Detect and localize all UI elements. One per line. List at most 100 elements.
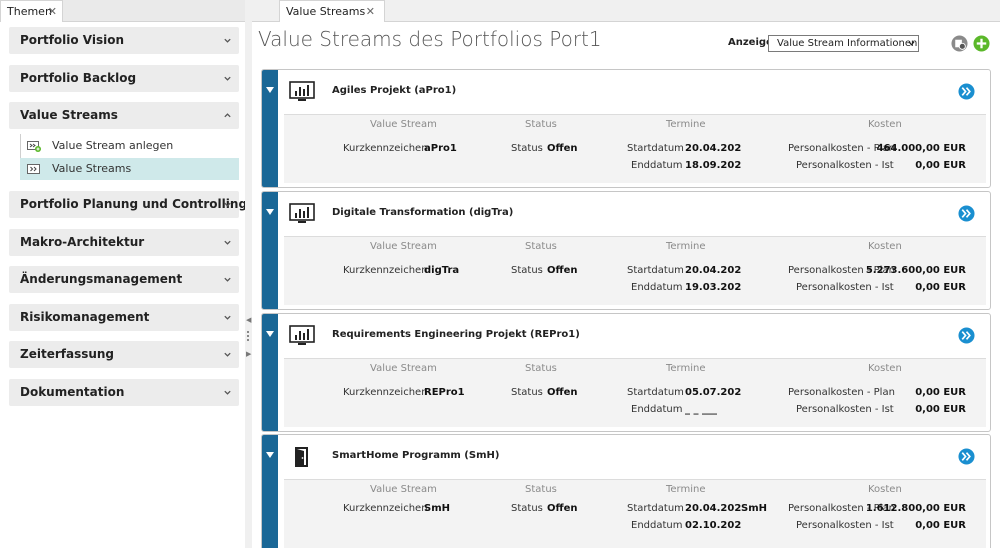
- collapse-left-icon[interactable]: ◀: [246, 316, 252, 324]
- value-enddatum: 19.03.202: [685, 282, 742, 293]
- value-enddatum: 02.10.202: [685, 520, 742, 531]
- chevron-down-icon: [224, 76, 231, 81]
- open-details-icon[interactable]: [958, 448, 975, 465]
- label-personalkosten-plan: Personalkosten - Plan: [788, 265, 895, 276]
- label-startdatum: Startdatum: [627, 143, 684, 154]
- sidebar-item-label: Value Stream anlegen: [52, 139, 174, 152]
- open-details-icon[interactable]: [958, 205, 975, 222]
- label-personalkosten-plan: Personalkosten - Plan: [788, 143, 895, 154]
- card-details: Value Stream Status Termine Kosten Kurzk…: [284, 479, 986, 548]
- card-collapse-bar[interactable]: [262, 192, 278, 309]
- col-header-termine: Termine: [666, 119, 706, 130]
- collapse-triangle-icon[interactable]: [266, 452, 274, 458]
- label-status: Status: [511, 503, 543, 514]
- label-startdatum: Startdatum: [627, 387, 684, 398]
- label-startdatum: Startdatum: [627, 503, 684, 514]
- label-enddatum: Enddatum: [631, 520, 683, 531]
- section-label: Portfolio Vision: [20, 33, 125, 47]
- section-portfolio-vision[interactable]: Portfolio Vision: [9, 27, 239, 54]
- sidebar-item-label: Value Streams: [52, 162, 132, 175]
- add-icon[interactable]: [973, 35, 990, 52]
- themen-panel: Themen ✕ Portfolio Vision Portfolio Back…: [0, 0, 247, 548]
- open-details-icon[interactable]: [958, 327, 975, 344]
- card-details: Value Stream Status Termine Kosten Kurzk…: [284, 236, 986, 305]
- value-status: Offen: [547, 387, 578, 398]
- open-details-icon[interactable]: [958, 83, 975, 100]
- page-title: Value Streams des Portfolios Port1: [258, 27, 602, 51]
- section-label: Risikomanagement: [20, 310, 150, 324]
- sidebar-item-value-stream-anlegen[interactable]: Value Stream anlegen: [20, 135, 239, 157]
- tab-themen[interactable]: Themen ✕: [0, 0, 63, 22]
- card-title[interactable]: Digitale Transformation (digTra): [332, 207, 514, 218]
- card-details: Value Stream Status Termine Kosten Kurzk…: [284, 114, 986, 183]
- col-header-status: Status: [525, 363, 557, 374]
- chevron-down-icon: [224, 315, 231, 320]
- section-label: Makro-Architektur: [20, 235, 145, 249]
- chevron-down-icon: [224, 277, 231, 282]
- value-personalkosten-plan: 0,00 EUR: [915, 387, 966, 398]
- value-stream-card: Digitale Transformation (digTra) Value S…: [261, 191, 991, 310]
- value-kurzkennzeichen: REPro1: [424, 387, 465, 398]
- content-area: Value Streams des Portfolios Port1 Anzei…: [252, 22, 1000, 548]
- section-value-streams[interactable]: Value Streams: [9, 102, 239, 129]
- section-label: Änderungsmanagement: [20, 272, 183, 286]
- close-icon[interactable]: ✕: [47, 5, 57, 18]
- card-details: Value Stream Status Termine Kosten Kurzk…: [284, 358, 986, 427]
- label-status: Status: [511, 387, 543, 398]
- section-makro-architektur[interactable]: Makro-Architektur: [9, 229, 239, 256]
- card-title[interactable]: Agiles Projekt (aPro1): [332, 85, 457, 96]
- label-personalkosten-ist: Personalkosten - Ist: [796, 160, 894, 171]
- label-status: Status: [511, 143, 543, 154]
- section-dokumentation[interactable]: Dokumentation: [9, 379, 239, 406]
- value-extra-kuerzel: SmH: [741, 503, 767, 514]
- value-startdatum: 05.07.202: [685, 387, 742, 398]
- close-icon[interactable]: ✕: [365, 5, 375, 18]
- col-header-kosten: Kosten: [868, 241, 902, 252]
- card-collapse-bar[interactable]: [262, 70, 278, 187]
- col-header-status: Status: [525, 119, 557, 130]
- value-streams-panel: Value Streams ✕ Value Streams des Portfo…: [252, 0, 1000, 548]
- value-streams-icon: [27, 164, 40, 174]
- card-title[interactable]: Requirements Engineering Projekt (REPro1…: [332, 329, 580, 340]
- section-label: Portfolio Backlog: [20, 71, 137, 85]
- card-collapse-bar[interactable]: [262, 314, 278, 431]
- chevron-up-icon: [224, 113, 231, 118]
- label-personalkosten-ist: Personalkosten - Ist: [796, 282, 894, 293]
- settings-icon[interactable]: [951, 35, 968, 52]
- section-aenderungsmanagement[interactable]: Änderungsmanagement: [9, 266, 239, 293]
- tree-line: [20, 134, 21, 180]
- collapse-triangle-icon[interactable]: [266, 209, 274, 215]
- label-personalkosten-plan: Personalkosten - Plan: [788, 503, 895, 514]
- section-risikomanagement[interactable]: Risikomanagement: [9, 304, 239, 331]
- value-startdatum: 20.04.202: [685, 503, 742, 514]
- col-header-termine: Termine: [666, 484, 706, 495]
- section-zeiterfassung[interactable]: Zeiterfassung: [9, 341, 239, 368]
- value-personalkosten-plan: 464.000,00 EUR: [876, 143, 966, 154]
- expand-right-icon[interactable]: ▶: [246, 350, 252, 358]
- section-portfolio-backlog[interactable]: Portfolio Backlog: [9, 65, 239, 92]
- label-kurzkennzeichen: Kurzkennzeichen: [343, 503, 428, 514]
- col-header-status: Status: [525, 241, 557, 252]
- collapse-triangle-icon[interactable]: [266, 87, 274, 93]
- value-enddatum: _ _ ___: [685, 404, 717, 415]
- col-header-value-stream: Value Stream: [370, 119, 437, 130]
- card-collapse-bar[interactable]: [262, 435, 278, 548]
- anzeige-select[interactable]: Value Stream Informationen: [768, 35, 919, 52]
- section-portfolio-planung[interactable]: Portfolio Planung und Controlling: [9, 191, 247, 218]
- collapse-triangle-icon[interactable]: [266, 331, 274, 337]
- tab-themen-label: Themen: [7, 5, 52, 18]
- value-startdatum: 20.04.202: [685, 265, 742, 276]
- tab-value-streams[interactable]: Value Streams ✕: [279, 0, 385, 22]
- grip-icon[interactable]: [247, 331, 250, 341]
- value-status: Offen: [547, 503, 578, 514]
- chevron-down-icon: [224, 202, 231, 207]
- col-header-termine: Termine: [666, 363, 706, 374]
- card-title[interactable]: SmartHome Programm (SmH): [332, 450, 500, 461]
- anzeige-select-value: Value Stream Informationen: [777, 38, 918, 49]
- value-personalkosten-ist: 0,00 EUR: [915, 404, 966, 415]
- sidebar-item-value-streams[interactable]: Value Streams: [20, 158, 239, 180]
- value-status: Offen: [547, 265, 578, 276]
- col-header-value-stream: Value Stream: [370, 484, 437, 495]
- panel-splitter[interactable]: ◀ ▶: [245, 0, 252, 548]
- label-enddatum: Enddatum: [631, 404, 683, 415]
